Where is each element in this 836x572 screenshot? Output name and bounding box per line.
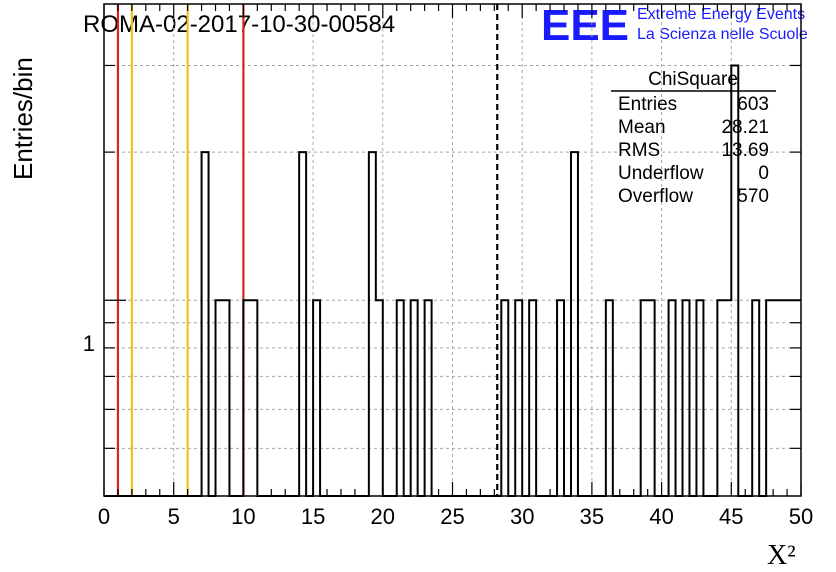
stats-row-value: 0 xyxy=(758,163,769,184)
y-axis-label: Entries/bin xyxy=(8,57,38,180)
stats-box: ChiSquare Entries 603 Mean 28.21 RMS 13.69 Und… xyxy=(611,69,776,207)
x-tick-label: 10 xyxy=(231,504,255,529)
x-tick-label: 20 xyxy=(371,504,395,529)
stats-row-label: Entries xyxy=(618,94,677,115)
run-title: ROMA-02-2017-10-30-00584 xyxy=(83,11,395,38)
stats-row-value: 13.69 xyxy=(721,140,769,161)
x-tick-label: 0 xyxy=(98,504,110,529)
stats-row-label: RMS xyxy=(618,140,660,161)
logo-letters: EEE xyxy=(541,1,629,50)
stats-row-label: Underflow xyxy=(618,163,704,184)
x-tick-label: 15 xyxy=(301,504,325,529)
x-tick-label: 40 xyxy=(649,504,673,529)
x-tick-label: 25 xyxy=(440,504,464,529)
eee-logo: EEE Extreme Energy Events La Scienza nel… xyxy=(541,1,808,50)
stats-row-label: Overflow xyxy=(618,186,693,207)
stats-row-value: 28.21 xyxy=(721,117,769,138)
x-tick-label: 45 xyxy=(719,504,743,529)
stats-row-value: 603 xyxy=(737,94,769,115)
y-tick-label-1: 1 xyxy=(83,331,95,356)
stats-row-label: Mean xyxy=(618,117,666,138)
x-tick-label: 35 xyxy=(580,504,604,529)
axis-ticks: 0 5 10 15 20 25 30 35 40 45 50 xyxy=(98,4,813,529)
x-tick-label: 30 xyxy=(510,504,534,529)
logo-line-2: La Scienza nelle Scuole xyxy=(637,26,808,43)
x-tick-label: 50 xyxy=(789,504,813,529)
logo-line-1: Extreme Energy Events xyxy=(637,6,805,23)
x-tick-label: 5 xyxy=(168,504,180,529)
stats-row-value: 570 xyxy=(737,186,769,207)
stats-title: ChiSquare xyxy=(648,69,738,90)
x-axis-label: X² xyxy=(767,540,796,571)
marker-lines xyxy=(116,4,499,496)
